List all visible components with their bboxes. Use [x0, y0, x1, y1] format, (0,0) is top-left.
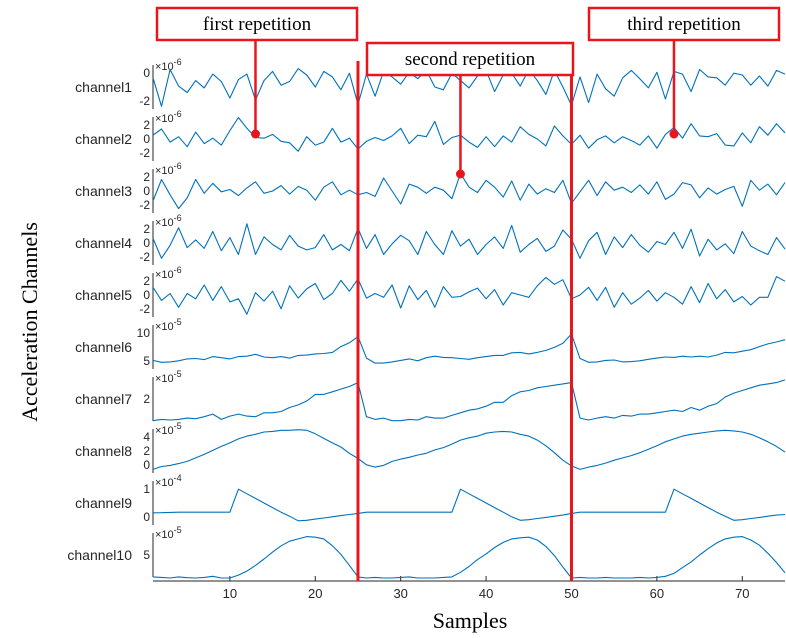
channel-tick-label: 2 — [143, 170, 150, 184]
channel-series-line — [152, 68, 786, 107]
callout-box — [155, 6, 359, 42]
x-tick-label: 50 — [564, 586, 578, 601]
channel-tick-label: 0 — [143, 288, 150, 302]
channel-tick-label: 0 — [143, 66, 150, 80]
channel-plot-7: channel7 ×10-5 2 — [75, 369, 786, 422]
x-tick-label: 20 — [308, 586, 322, 601]
channel-tick-label: -2 — [139, 198, 150, 212]
channel-plot-2: channel2 ×10-6 20-2 — [75, 109, 786, 161]
channel-exponent-label: ×10-6 — [155, 161, 182, 177]
channel-tick-label: 2 — [143, 444, 150, 458]
channel-exponent-label: ×10-4 — [155, 473, 182, 489]
channel-tick-label: -2 — [139, 302, 150, 316]
channel-exponent-label: ×10-5 — [155, 421, 182, 437]
repetition-callout-2: second repetition — [365, 41, 575, 179]
repetition-callout-1: first repetition — [155, 6, 359, 139]
callout-box — [587, 6, 781, 42]
channel-series-line — [152, 536, 786, 579]
channel-plot-6: channel6 ×10-5 10 5 — [75, 317, 786, 369]
plot-axes: 10 20 30 40 50 60 70 — [153, 576, 785, 601]
channel-plot-3: channel3 ×10-6 20-2 — [75, 161, 786, 213]
callout-label: second repetition — [405, 49, 536, 70]
x-tick-label: 30 — [393, 586, 407, 601]
channel-tick-label: 2 — [143, 118, 150, 132]
channel-tick-label: -2 — [139, 146, 150, 160]
channel-series-line — [152, 276, 786, 315]
channel-label: channel6 — [75, 339, 132, 355]
channel-series-line — [152, 172, 786, 210]
x-tick-label: 70 — [735, 586, 749, 601]
x-axis-label: Samples — [433, 608, 508, 633]
channel-exponent-label: ×10-5 — [155, 525, 182, 541]
channel-tick-label: 5 — [143, 354, 150, 368]
channel-plot-5: channel5 ×10-6 20-2 — [75, 265, 786, 317]
callout-label: third repetition — [627, 14, 741, 35]
channel-series-line — [152, 333, 786, 364]
channel-tick-label: 4 — [143, 430, 150, 444]
channel-tick-label: -2 — [139, 94, 150, 108]
channel-tick-label: 2 — [143, 392, 150, 406]
channel-plot-1: channel1 ×10-6 0 -2 — [75, 57, 786, 109]
channel-tick-label: 1 — [143, 482, 150, 496]
channel-series-line — [152, 488, 786, 522]
callout-point-marker — [455, 169, 465, 179]
channel-tick-label: 5 — [143, 548, 150, 562]
channel-tick-label: 0 — [143, 458, 150, 472]
channel-tick-label: 10 — [137, 326, 151, 340]
channel-tick-label: 0 — [143, 184, 150, 198]
channel-series-line — [152, 379, 786, 422]
channel-tick-label: 2 — [143, 274, 150, 288]
channel-exponent-label: ×10-6 — [155, 57, 182, 73]
channel-exponent-label: ×10-6 — [155, 265, 182, 281]
channel-series-line — [152, 223, 786, 259]
repetition-callout-3: third repetition — [587, 6, 781, 139]
y-axis-label: Acceleration Channels — [17, 222, 42, 422]
x-tick-label: 10 — [223, 586, 237, 601]
channel-series-line — [152, 116, 786, 152]
channel-tick-label: 0 — [143, 132, 150, 146]
channel-label: channel3 — [75, 183, 132, 199]
channel-exponent-label: ×10-5 — [155, 317, 182, 333]
channel-label: channel8 — [75, 443, 132, 459]
channel-tick-label: 0 — [143, 510, 150, 524]
channel-label: channel1 — [75, 79, 132, 95]
callout-point-marker — [669, 129, 679, 139]
channel-exponent-label: ×10-6 — [155, 109, 182, 125]
callout-box — [365, 41, 575, 77]
repetition-overlays: first repetition second repetition third r… — [155, 6, 781, 581]
channel-plots: channel1×10-60-2channel2×10-620-2channel… — [67, 57, 786, 579]
channel-plot-8: channel8 ×10-5 420 — [75, 421, 786, 473]
channel-plot-4: channel4 ×10-6 20-2 — [75, 213, 786, 265]
channel-tick-label: 0 — [143, 236, 150, 250]
channel-series-line — [152, 429, 786, 470]
channel-label: channel2 — [75, 131, 132, 147]
channel-exponent-label: ×10-6 — [155, 213, 182, 229]
channel-plot-10: channel10 ×10-5 5 — [67, 525, 786, 579]
channel-label: channel7 — [75, 391, 132, 407]
channel-label: channel5 — [75, 287, 132, 303]
x-tick-label: 60 — [650, 586, 664, 601]
channel-exponent-label: ×10-5 — [155, 369, 182, 385]
channel-label: channel9 — [75, 495, 132, 511]
channel-label: channel4 — [75, 235, 132, 251]
x-tick-label: 40 — [479, 586, 493, 601]
channel-label: channel10 — [67, 547, 132, 563]
callout-point-marker — [250, 129, 260, 139]
channel-plot-9: channel9 ×10-4 1 0 — [75, 473, 786, 525]
channel-tick-label: 2 — [143, 222, 150, 236]
channel-tick-label: -2 — [139, 250, 150, 264]
callout-label: first repetition — [203, 14, 312, 35]
